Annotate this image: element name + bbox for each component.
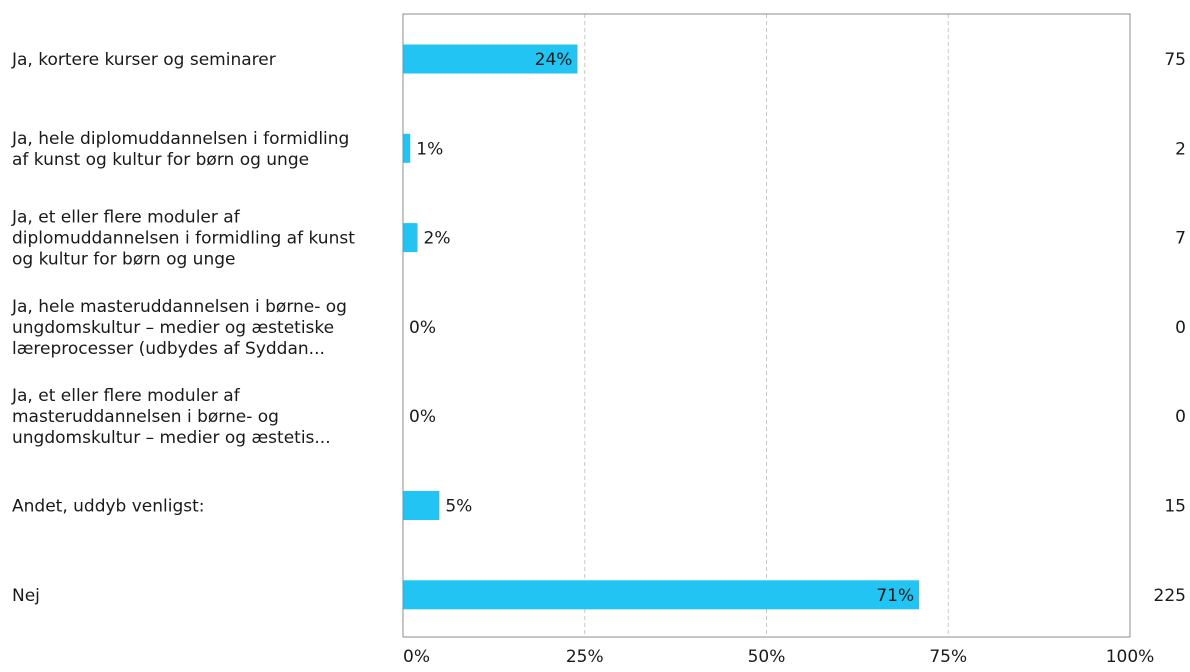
category-label: af kunst og kultur for børn og unge [12, 150, 309, 170]
bar-value-label: 5% [445, 497, 472, 517]
category-label: læreprocesser (udbydes af Syddan... [12, 339, 325, 359]
x-tick-label: 25% [566, 647, 604, 667]
category-label: og kultur for børn og unge [12, 250, 235, 270]
bar-value-label: 1% [416, 139, 443, 159]
x-tick-label: 0% [403, 647, 430, 667]
response-count: 0 [1175, 407, 1186, 427]
category-label: ungdomskultur – medier og æstetiske [12, 318, 334, 338]
category-label: Andet, uddyb venligst: [12, 497, 205, 517]
category-label: Ja, kortere kurser og seminarer [11, 50, 276, 70]
x-tick-label: 50% [748, 647, 786, 667]
bar [403, 44, 578, 74]
response-count: 2 [1175, 139, 1186, 159]
category-label: Ja, hele masteruddannelsen i børne- og [11, 297, 347, 317]
category-label: Ja, et eller flere moduler af [11, 208, 241, 228]
bar-value-label: 71% [876, 586, 914, 606]
bar [403, 580, 920, 610]
bar-value-label: 24% [535, 50, 573, 70]
response-count: 7 [1175, 229, 1186, 249]
bar [403, 133, 411, 163]
response-count: 15 [1164, 497, 1186, 517]
response-count: 75 [1164, 50, 1186, 70]
bar [403, 491, 440, 520]
bar-value-label: 0% [409, 407, 436, 427]
category-label: Nej [12, 586, 40, 606]
category-label: diplomuddannelsen i formidling af kunst [12, 229, 355, 249]
response-count: 0 [1175, 318, 1186, 338]
category-label: masteruddannelsen i børne- og [12, 407, 279, 427]
category-label: Ja, hele diplomuddannelsen i formidling [11, 129, 349, 149]
bar-value-label: 2% [424, 229, 451, 249]
bar [403, 223, 418, 253]
x-tick-label: 100% [1106, 647, 1155, 667]
category-label: Ja, et eller flere moduler af [11, 386, 241, 406]
bar-value-label: 0% [409, 318, 436, 338]
category-label: ungdomskultur – medier og æstetis... [12, 428, 331, 448]
x-tick-label: 75% [929, 647, 967, 667]
response-count: 225 [1154, 586, 1186, 606]
plot-frame [402, 13, 1131, 638]
